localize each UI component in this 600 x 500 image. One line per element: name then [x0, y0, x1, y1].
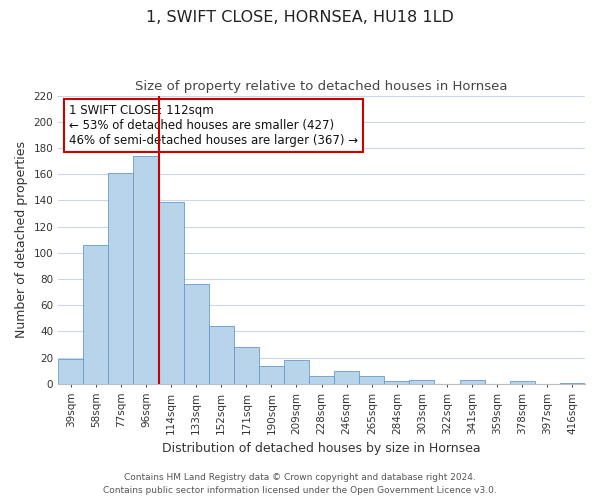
Bar [334, 371, 359, 384]
Bar [359, 376, 385, 384]
Bar [309, 376, 334, 384]
Bar [284, 360, 309, 384]
Text: 1, SWIFT CLOSE, HORNSEA, HU18 1LD: 1, SWIFT CLOSE, HORNSEA, HU18 1LD [146, 10, 454, 25]
Title: Size of property relative to detached houses in Hornsea: Size of property relative to detached ho… [136, 80, 508, 93]
Bar [209, 326, 234, 384]
Bar [560, 382, 585, 384]
X-axis label: Distribution of detached houses by size in Hornsea: Distribution of detached houses by size … [162, 442, 481, 455]
Bar [133, 156, 158, 384]
Bar [259, 366, 284, 384]
Bar [109, 173, 133, 384]
Y-axis label: Number of detached properties: Number of detached properties [15, 141, 28, 338]
Text: Contains HM Land Registry data © Crown copyright and database right 2024.
Contai: Contains HM Land Registry data © Crown c… [103, 473, 497, 495]
Bar [158, 202, 184, 384]
Bar [58, 359, 83, 384]
Bar [409, 380, 434, 384]
Bar [385, 382, 409, 384]
Bar [510, 382, 535, 384]
Bar [234, 347, 259, 384]
Bar [83, 245, 109, 384]
Text: 1 SWIFT CLOSE: 112sqm
← 53% of detached houses are smaller (427)
46% of semi-det: 1 SWIFT CLOSE: 112sqm ← 53% of detached … [69, 104, 358, 147]
Bar [184, 284, 209, 384]
Bar [460, 380, 485, 384]
